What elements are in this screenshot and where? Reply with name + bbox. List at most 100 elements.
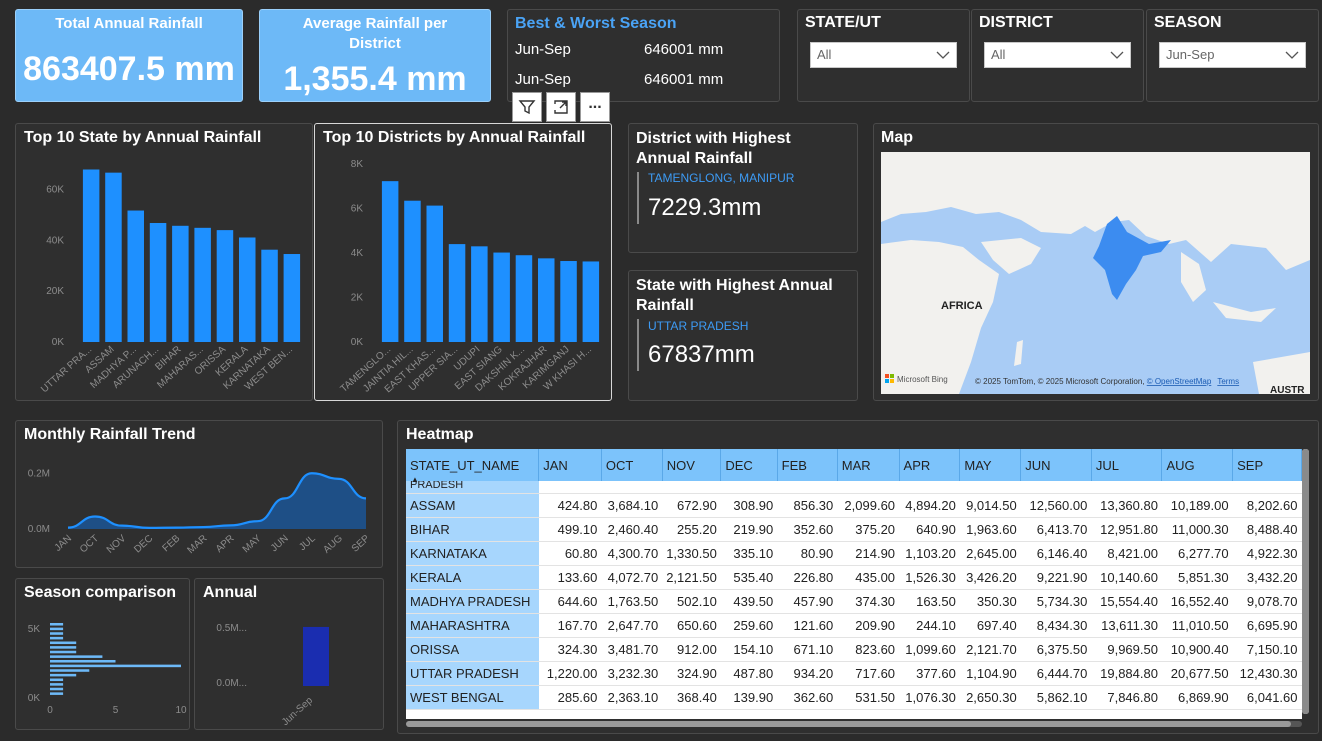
trend-xtick-label: SEP [350, 533, 372, 555]
slicer-season-title: SEASON [1154, 14, 1222, 31]
heatmap-value-cell: 13,360.80 [1091, 493, 1162, 518]
annual-ytick-label: 0.5M... [216, 623, 247, 634]
table-row[interactable]: MADHYA PRADESH 644.60 1,763.50 502.10 439.50… [406, 589, 1302, 614]
heatmap-value-cell: 16,552.40 [1161, 589, 1233, 614]
season-bar [50, 623, 64, 626]
table-row[interactable]: UTTAR PRADESH 1,220.00 3,232.30 324.90 487.8… [406, 661, 1302, 686]
heatmap-state-cell: MAHARASHTRA [406, 613, 539, 638]
state-ytick-label: 40K [46, 235, 64, 246]
season-bar [50, 678, 64, 682]
season-bar [50, 646, 77, 649]
heatmap-hscrollbar[interactable] [406, 721, 1302, 727]
slicer-district[interactable]: DISTRICT All [971, 9, 1144, 102]
heatmap-col-header-apr[interactable]: APR [899, 449, 961, 481]
sort-ascending-icon[interactable]: ▲ [411, 475, 419, 484]
top-states-chart[interactable]: Top 10 State by Annual Rainfall 0K 20K 40K… [15, 123, 313, 401]
table-row[interactable]: ORISSA 324.30 3,481.70 912.00 154.10 671.10 82… [406, 637, 1302, 662]
state-bar [149, 222, 167, 342]
table-row[interactable]: KERALA 133.60 4,072.70 2,121.50 535.40 226.80… [406, 565, 1302, 590]
heatmap-value-cell: 6,413.70 [1020, 517, 1092, 542]
season-comparison-chart[interactable]: Season comparison 0K 5K 0 5 10 [15, 578, 190, 730]
map-terms-link[interactable]: Terms [1217, 377, 1239, 386]
kpi-total-rainfall[interactable]: Total Annual Rainfall 863407.5 mm [15, 9, 243, 102]
district-bar [426, 205, 444, 342]
best-worst-season-card[interactable]: Best & Worst Season Jun-Sep 646001 mm Ju… [507, 9, 780, 102]
monthly-trend-chart[interactable]: Monthly Rainfall Trend 0.0M 0.2M JAN OCT NOV… [15, 420, 383, 568]
heatmap-col-header-nov[interactable]: NOV [662, 449, 722, 481]
district-highest-name: TAMENGLONG, MANIPUR [648, 171, 795, 185]
map-card[interactable]: Map AFRICA AUSTR Microsoft Bing © 2025 T… [873, 123, 1319, 401]
heatmap-value-cell: 4,300.70 [601, 541, 663, 566]
kpi-average-rainfall[interactable]: Average Rainfall per District 1,355.4 mm [259, 9, 491, 102]
heatmap-value-cell: 15,554.40 [1091, 589, 1162, 614]
trend-line [67, 472, 367, 529]
heatmap-col-header-oct[interactable]: OCT [601, 449, 663, 481]
state-ytick-label: 0K [52, 337, 65, 348]
heatmap-value-cell: 424.80 [538, 493, 602, 518]
heatmap-col-header-jul[interactable]: JUL [1091, 449, 1163, 481]
heatmap-col-header-aug[interactable]: AUG [1161, 449, 1234, 481]
heatmap-col-header-dec[interactable]: DEC [720, 449, 778, 481]
state-dropdown[interactable]: All [810, 42, 957, 68]
table-row[interactable]: MAHARASHTRA 167.70 2,647.70 650.60 259.60 121… [406, 613, 1302, 638]
heatmap-value-cell: 10,189.00 [1161, 493, 1233, 518]
heatmap-value-cell: 20,677.50 [1161, 661, 1233, 686]
table-row[interactable]: BIHAR 499.10 2,460.40 255.20 219.90 352.60 375… [406, 517, 1302, 542]
state-highest-card[interactable]: State with Highest Annual Rainfall UTTAR… [628, 270, 858, 401]
monthly-trend-title: Monthly Rainfall Trend [24, 426, 196, 443]
heatmap-value-cell: 8,202.60 [1232, 493, 1302, 518]
heatmap-col-header-may[interactable]: MAY [959, 449, 1022, 481]
heatmap-vscroll-thumb[interactable] [1302, 449, 1309, 714]
heatmap-value-cell: 335.10 [720, 541, 778, 566]
heatmap-card[interactable]: Heatmap STATE_UT_NAME ▲ JAN OCT NOV DEC FEB MAR… [397, 420, 1319, 734]
map-canvas[interactable]: AFRICA AUSTR Microsoft Bing © 2025 TomTo… [881, 152, 1310, 394]
more-options-button[interactable]: ... [580, 92, 610, 122]
heatmap-title: Heatmap [406, 426, 474, 443]
district-bar [448, 244, 466, 342]
heatmap-value-cell: 2,363.10 [601, 685, 663, 710]
annual-chart[interactable]: Annual 0.0M... 0.5M... Jun-Sep [194, 578, 384, 730]
heatmap-col-header-sep[interactable]: SEP [1232, 449, 1302, 481]
best-season-value: 646001 mm [644, 41, 724, 58]
top-districts-chart[interactable]: Top 10 Districts by Annual Rainfall 0K 2K… [314, 123, 612, 401]
heatmap-value-cell: 374.30 [837, 589, 900, 614]
heatmap-col-header-feb[interactable]: FEB [777, 449, 838, 481]
heatmap-col-header-mar[interactable]: MAR [837, 449, 900, 481]
season-bar [50, 664, 181, 668]
season-bar [50, 683, 64, 686]
heatmap-col-header-jan[interactable]: JAN [538, 449, 602, 481]
season-dropdown[interactable]: Jun-Sep [1159, 42, 1306, 68]
heatmap-vscrollbar[interactable] [1302, 449, 1309, 714]
heatmap-state-cell: KERALA [406, 565, 539, 590]
heatmap-table-wrap[interactable]: STATE_UT_NAME ▲ JAN OCT NOV DEC FEB MAR APR MAY JU… [406, 449, 1302, 719]
table-row[interactable]: ASSAM 424.80 3,684.10 672.90 308.90 856.30 2,0… [406, 493, 1302, 518]
filter-icon[interactable] [512, 92, 542, 122]
annual-ytick-label: 0.0M... [216, 678, 247, 689]
heatmap-col-header-jun[interactable]: JUN [1020, 449, 1092, 481]
district-ytick-label: 4K [351, 248, 364, 259]
district-dropdown-value: All [991, 47, 1006, 62]
trend-xtick-label: MAR [186, 533, 210, 556]
slicer-district-title: DISTRICT [979, 14, 1053, 31]
slicer-season[interactable]: SEASON Jun-Sep [1146, 9, 1319, 102]
table-row[interactable]: WEST BENGAL 285.60 2,363.10 368.40 139.90 362… [406, 685, 1302, 710]
district-highest-card[interactable]: District with Highest Annual Rainfall TA… [628, 123, 858, 253]
heatmap-value-cell: 377.60 [899, 661, 960, 686]
focus-mode-icon[interactable] [546, 92, 576, 122]
slicer-state[interactable]: STATE/UT All [797, 9, 970, 102]
map-australia [1253, 352, 1310, 394]
annual-bar [303, 626, 329, 686]
district-ytick-label: 6K [351, 204, 364, 215]
heatmap-hscroll-thumb[interactable] [406, 721, 1291, 727]
table-row[interactable]: KARNATAKA 60.80 4,300.70 1,330.50 335.10 80.9… [406, 541, 1302, 566]
heatmap-col-header-state_ut_name[interactable]: STATE_UT_NAME ▲ [406, 449, 540, 484]
district-dropdown[interactable]: All [984, 42, 1131, 68]
kpi-average-value: 1,355.4 mm [283, 60, 467, 98]
heatmap-value-cell: 10,140.60 [1091, 565, 1162, 590]
map-osm-link[interactable]: © OpenStreetMap [1147, 377, 1212, 386]
heatmap-value-cell: 259.60 [720, 613, 778, 638]
heatmap-value-cell: 12,430.30 [1232, 661, 1302, 686]
state-dropdown-value: All [817, 47, 832, 62]
state-bar [82, 169, 100, 342]
state-highest-value: 67837mm [648, 341, 755, 368]
